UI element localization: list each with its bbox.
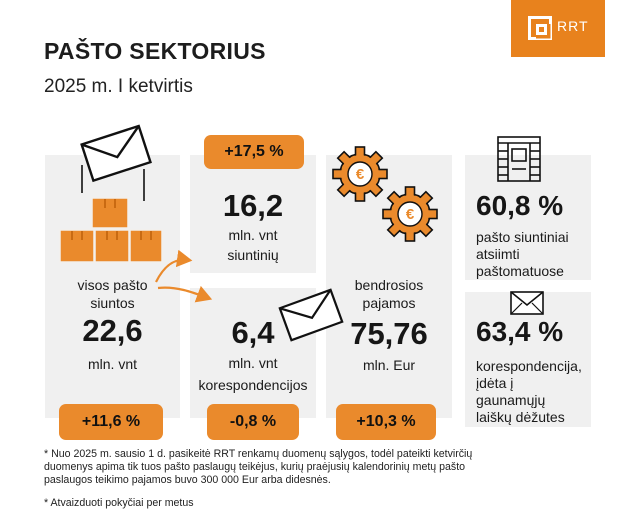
euro-gear-icon: € € bbox=[332, 146, 438, 242]
boxes-icon bbox=[59, 197, 163, 263]
mailbox-envelope-icon bbox=[510, 291, 544, 315]
mailboxes-label-line4: laiškų dėžutes bbox=[476, 409, 565, 425]
total-label-line2: siuntos bbox=[90, 295, 135, 311]
mailboxes-label: korespondencija, įdėta į gaunamųjų laišk… bbox=[476, 358, 582, 426]
letters-unit-line1: mln. vnt bbox=[228, 355, 278, 371]
svg-text:€: € bbox=[406, 206, 415, 223]
parcel-locker-icon bbox=[497, 136, 541, 182]
total-label: visos pašto siuntos bbox=[45, 276, 180, 312]
arrow-icon bbox=[155, 249, 213, 303]
parcel-lockers-label-line3: paštomatuose bbox=[476, 263, 564, 279]
rrt-logo: RRT bbox=[511, 0, 605, 57]
footnote-data-conditions: * Nuo 2025 m. sausio 1 d. pasikeitė RRT … bbox=[44, 448, 594, 487]
mailboxes-label-line3: gaunamųjų bbox=[476, 392, 546, 408]
letters-unit-line2: korespondencijos bbox=[198, 377, 308, 393]
rrt-logo-mark-icon bbox=[528, 16, 552, 40]
total-value: 22,6 bbox=[82, 313, 143, 348]
total-change-badge: +11,6 % bbox=[59, 404, 163, 440]
footnote-line1: * Nuo 2025 m. sausio 1 d. pasikeitė RRT … bbox=[44, 448, 473, 460]
parcels-unit-line1: mln. vnt bbox=[228, 227, 278, 243]
revenue-unit: mln. Eur bbox=[362, 357, 416, 373]
mailboxes-label-line2: įdėta į bbox=[476, 375, 514, 391]
letters-change-badge: -0,8 % bbox=[207, 404, 299, 440]
total-unit: mln. vnt bbox=[87, 356, 137, 372]
footnote-line2: duomenys apima tik tuos pašto paslaugų t… bbox=[44, 461, 466, 473]
envelope-icon bbox=[80, 124, 152, 183]
parcel-lockers-label-line2: atsiimti bbox=[476, 246, 520, 262]
revenue-value: 75,76 bbox=[350, 316, 428, 351]
total-label-line1: visos pašto bbox=[77, 277, 148, 293]
parcels-unit-line2: siuntinių bbox=[227, 247, 279, 263]
parcels-unit: mln. vnt siuntinių bbox=[190, 226, 316, 264]
revenue-change-badge: +10,3 % bbox=[336, 404, 436, 440]
revenue-label-line1: bendrosios bbox=[354, 277, 424, 293]
mailboxes-value: 63,4 % bbox=[476, 316, 564, 347]
page-title: PAŠTO SEKTORIUS bbox=[44, 38, 266, 64]
revenue-label: bendrosios pajamos bbox=[326, 276, 452, 312]
footnote-line3: paslaugos teikimo pajamos buvo 300 000 E… bbox=[44, 474, 331, 486]
motion-lines-icon bbox=[81, 165, 145, 201]
page-subtitle: 2025 m. I ketvirtis bbox=[44, 76, 193, 97]
letters-value: 6,4 bbox=[231, 315, 275, 350]
parcel-lockers-label: pašto siuntiniai atsiimti paštomatuose bbox=[476, 229, 569, 280]
mailboxes-label-line1: korespondencija, bbox=[476, 358, 582, 374]
rrt-logo-text: RRT bbox=[557, 18, 589, 34]
envelope-icon bbox=[278, 288, 344, 342]
parcels-card bbox=[190, 155, 316, 273]
parcels-value: 16,2 bbox=[222, 188, 284, 223]
svg-text:€: € bbox=[356, 166, 365, 183]
revenue-label-line2: pajamos bbox=[362, 295, 416, 311]
parcel-lockers-value: 60,8 % bbox=[476, 190, 564, 221]
parcel-lockers-label-line1: pašto siuntiniai bbox=[476, 229, 569, 245]
letters-unit: mln. vnt korespondencijos bbox=[184, 354, 322, 394]
parcel-lockers-card bbox=[465, 155, 591, 280]
footnote-changes: * Atvaizduoti pokyčiai per metus bbox=[44, 497, 194, 509]
parcels-change-badge: +17,5 % bbox=[204, 135, 304, 169]
